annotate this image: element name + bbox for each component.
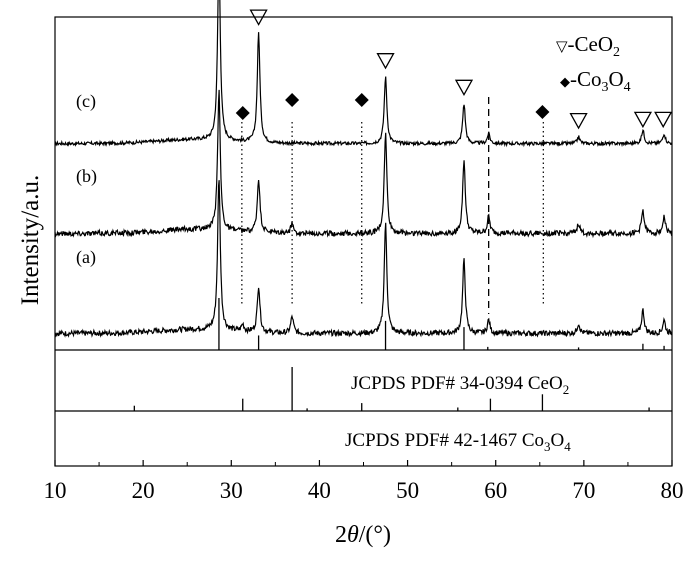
co3o4-marker-1 [285, 93, 300, 107]
series-c-line [54, 0, 673, 148]
x-axis-label-prefix: 2 [335, 522, 347, 548]
ref-co3o4-label-text: JCPDS PDF# 42-1467 Co [345, 430, 544, 451]
series-a-line [54, 180, 673, 338]
ceo2-marker-4 [569, 112, 588, 130]
series-label-c: (c) [76, 91, 96, 112]
x-axis-label: 2θ/(°) [335, 522, 391, 548]
ceo2-marker-5 [633, 111, 653, 129]
legend-co3o4-sub-a: 3 [602, 80, 609, 95]
x-tick-label-2: 30 [220, 478, 243, 503]
ref-co3o4-label: JCPDS PDF# 42-1467 Co3O4 [345, 430, 571, 454]
ceo2-marker-1 [249, 9, 268, 26]
legend-co3o4-text-a: -Co [570, 67, 602, 91]
ref-co3o4-label-sub-b: 4 [564, 439, 571, 454]
legend-co3o4-sub-b: 4 [624, 80, 631, 95]
x-tick-label-5: 60 [484, 478, 507, 503]
series-group [54, 0, 673, 338]
x-axis-label-suffix: /(°) [359, 522, 391, 548]
ref-ceo2-label-text: JCPDS PDF# 34-0394 CeO [351, 373, 563, 394]
x-axis-label-theta: θ [347, 522, 359, 548]
co3o4-marker-2 [354, 93, 369, 107]
ref-ceo2-label: JCPDS PDF# 34-0394 CeO2 [351, 373, 569, 397]
ceo2-marker-2 [376, 53, 395, 70]
phase-markers [235, 9, 673, 130]
x-axis-ticks: 10 20 30 40 50 60 70 80 [44, 460, 684, 503]
x-tick-label-0: 10 [44, 478, 67, 503]
x-tick-label-3: 40 [308, 478, 331, 503]
ref-co3o4-label-text-b: O [551, 430, 565, 451]
legend-ceo2-sub: 2 [613, 45, 620, 60]
ref-ceo2-label-sub: 2 [563, 382, 570, 397]
legend-ceo2-text: -CeO [568, 32, 614, 56]
ceo2-marker-3 [454, 79, 474, 97]
co3o4-marker-3 [535, 105, 550, 119]
y-axis-label: Intensity/a.u. [17, 175, 44, 306]
legend-co3o4-text-b: O [609, 67, 624, 91]
legend-ceo2-symbol: ▽ [556, 39, 568, 55]
x-tick-label-6: 70 [572, 478, 595, 503]
legend-co3o4: ◆-Co3O4 [560, 67, 631, 95]
ref-co3o4-lines [133, 367, 650, 411]
legend-ceo2: ▽-CeO2 [556, 32, 620, 60]
x-tick-label-1: 20 [132, 478, 155, 503]
guide-lines [241, 97, 544, 314]
series-label-a: (a) [76, 247, 96, 268]
series-label-b: (b) [76, 166, 97, 187]
x-tick-label-4: 50 [396, 478, 419, 503]
series-b-line [54, 89, 673, 239]
x-tick-label-7: 80 [661, 478, 684, 503]
ref-ceo2-lines [218, 298, 665, 350]
legend: ▽-CeO2 ◆-Co3O4 [556, 32, 631, 95]
ceo2-marker-6 [654, 111, 673, 129]
co3o4-marker-0 [235, 106, 250, 120]
ref-co3o4-label-sub-a: 3 [544, 439, 551, 454]
legend-co3o4-symbol: ◆ [560, 74, 570, 89]
